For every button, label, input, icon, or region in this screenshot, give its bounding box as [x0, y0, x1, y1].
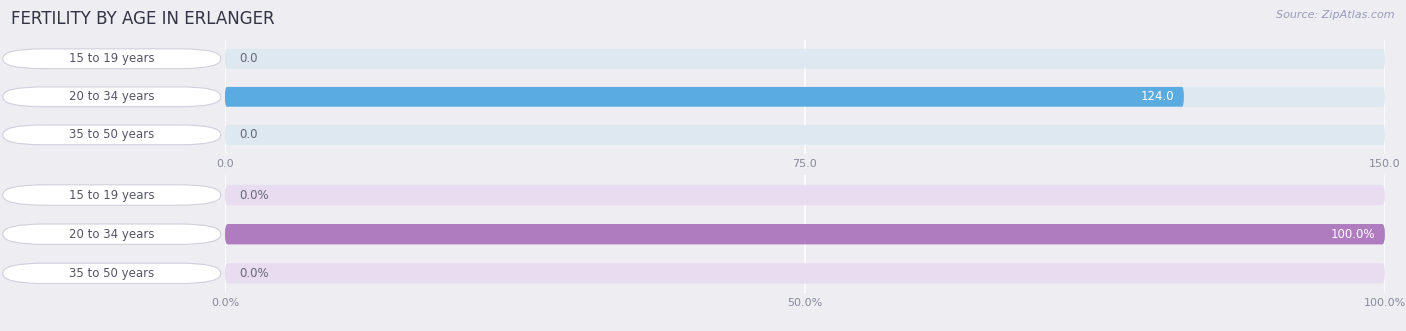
Text: 0.0: 0.0	[239, 128, 257, 141]
Text: 20 to 34 years: 20 to 34 years	[69, 90, 155, 103]
Text: Source: ZipAtlas.com: Source: ZipAtlas.com	[1277, 10, 1395, 20]
FancyBboxPatch shape	[225, 185, 1385, 205]
FancyBboxPatch shape	[225, 263, 1385, 284]
Text: 0.0%: 0.0%	[239, 189, 269, 202]
Text: 35 to 50 years: 35 to 50 years	[69, 267, 155, 280]
Text: 20 to 34 years: 20 to 34 years	[69, 228, 155, 241]
FancyBboxPatch shape	[225, 224, 1385, 244]
Text: 35 to 50 years: 35 to 50 years	[69, 128, 155, 141]
FancyBboxPatch shape	[225, 125, 1385, 145]
FancyBboxPatch shape	[225, 224, 1385, 244]
Text: 0.0%: 0.0%	[239, 267, 269, 280]
FancyBboxPatch shape	[225, 49, 1385, 69]
Text: 0.0: 0.0	[239, 52, 257, 65]
Text: 15 to 19 years: 15 to 19 years	[69, 52, 155, 65]
Text: 15 to 19 years: 15 to 19 years	[69, 189, 155, 202]
Text: FERTILITY BY AGE IN ERLANGER: FERTILITY BY AGE IN ERLANGER	[11, 10, 276, 28]
FancyBboxPatch shape	[225, 87, 1385, 107]
FancyBboxPatch shape	[225, 87, 1184, 107]
Text: 124.0: 124.0	[1140, 90, 1174, 103]
Text: 100.0%: 100.0%	[1331, 228, 1375, 241]
